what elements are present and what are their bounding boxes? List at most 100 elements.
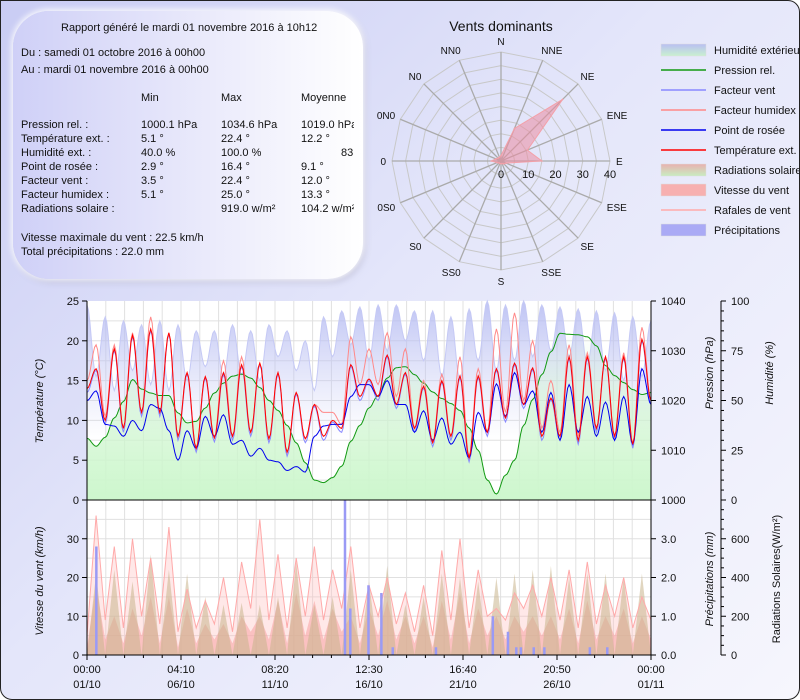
radiation-axis-tick-label: 200 [731,611,749,623]
pressure-axis-tick-label: 1010 [661,445,685,457]
precipitation-axis-tick-label: 2.0 [661,573,676,585]
precipitation-bar [519,647,523,655]
precipitation-bar [367,585,370,655]
wind-rose-direction-label: S [498,277,505,288]
legend-label: Radiations solaires [714,165,800,177]
radiation-axis-tick-label: 400 [731,573,749,585]
wind-rose-title: Vents dominants [449,18,553,34]
wind-rose-radial-tick: 20 [549,169,561,181]
stat-max: 16.4 ° [221,161,250,173]
time-tick-label-date: 01/10 [73,679,101,691]
wind-rose-spoke [458,60,502,162]
humidity-axis-tick-label: 75 [731,346,743,358]
pressure-axis-tick-label: 1040 [661,296,685,308]
legend-swatch-area [660,223,707,237]
wind-rose-radial-tick: 30 [577,169,589,181]
stat-label: Pression rel. : [21,119,89,131]
pressure-axis-tick-label: 1030 [661,346,685,358]
radiation-axis-tick-label: 600 [731,534,749,546]
stat-avg: 1019.0 hPa [301,119,354,131]
precipitation-bar [606,647,609,655]
wind-rose-point [500,154,502,157]
wind-rose-direction-label: 0 [380,157,386,168]
wind-rose-direction-label: NN0 [441,46,461,57]
wind-rose-point [503,163,505,165]
precipitation-bar [491,616,495,655]
legend-label: Humidité extérieure [714,45,800,57]
wind-rose-point [513,127,516,130]
wind-rose-point [561,98,564,101]
wind-rose-radial-tick: 10 [522,169,534,181]
wind-rose-direction-label: SE [581,242,595,253]
time-tick-label-date: 26/10 [543,679,571,691]
temperature-axis-tick-label: 5 [73,455,79,467]
precipitation-bar [506,631,510,655]
wind-rose-direction-label: NNE [541,46,562,57]
temperature-axis-title: Température (°C) [34,358,46,443]
stat-min: 40.0 % [141,147,176,159]
precipitation-axis-tick-label: 3.0 [661,534,676,546]
precipitation-bar [532,647,535,655]
time-tick-label-hour: 12:30 [355,664,383,676]
header-max: Max [221,92,242,104]
wind-rose-direction-label: SSE [541,268,561,279]
stat-label: Température ext. : [21,133,110,145]
wind-rose-radial-tick: 40 [604,169,616,181]
stat-avg: 83 [341,147,354,159]
wind-axis-tick-label: 10 [67,611,79,623]
wind-rose-point [541,160,543,162]
stat-min: 5.1 ° [141,189,164,201]
wind-rose-spoke [423,83,502,162]
wind-rose-point [498,156,501,159]
precipitation-bar [543,647,546,655]
wind-rose-direction-label: 0S0 [377,203,395,214]
wind-rose-spoke [500,160,602,204]
precipitation-axis-tick-label: 1.0 [661,611,676,623]
precipitation-bar [588,647,592,655]
wind-rose-point [490,160,492,162]
report-title: Rapport généré le mardi 01 novembre 2016… [61,22,318,34]
stat-label: Facteur vent : [21,175,89,187]
stat-min: 1000.1 hPa [141,119,198,131]
time-tick-label-hour: 20:50 [543,664,571,676]
wind-rose-direction-label: ENE [607,111,628,122]
radiation-axis-title: Radiations Solaires(W/m²) [771,515,783,643]
pressure-area [87,333,651,500]
precipitation-bar [343,500,347,655]
stat-avg: 9.1 ° [301,161,324,173]
temperature-line [86,326,652,460]
precipitation-bar [434,647,438,655]
stat-max: 1034.6 hPa [221,119,278,131]
humidity-line [86,299,652,393]
wind-rose-direction-label: 0N0 [377,111,396,122]
wind-rose-direction-label: ESE [607,203,627,214]
wind-rose-spoke [500,160,579,239]
temperature-axis-tick-label: 20 [67,336,79,348]
time-tick-label-hour: 04:10 [167,664,195,676]
wind-axis-title: Vitesse du vent (km/h) [34,526,46,636]
report-to: Au : mardi 01 novembre 2016 à 00h00 [21,64,209,76]
total-precipitation: Total précipitations : 22.0 mm [21,246,165,258]
wind-rose-direction-label: N [497,37,504,48]
stat-min: 3.5 ° [141,175,164,187]
wind-rose-point [498,162,500,164]
time-tick-label-date: 11/10 [262,679,289,691]
legend-label: Précipitations [714,225,781,237]
time-tick-label-date: 06/10 [167,679,195,691]
time-tick-label-hour: 00:00 [73,664,101,676]
wind-rose-spoke [400,160,502,204]
legend-label: Point de rosée [714,125,785,137]
wind-rose-point [497,157,499,159]
stat-max: 100.0 % [221,147,262,159]
wind-rose-spoke [458,160,502,262]
pressure-axis-tick-label: 1000 [661,495,685,507]
humidity-axis-title: Humidité (%) [764,341,776,405]
stat-avg: 13.3 ° [301,189,330,201]
legend-swatch-area [660,183,707,197]
stat-max: 22.4 ° [221,133,250,145]
wind-rose-spoke [423,160,502,239]
precipitation-bar [380,593,383,655]
legend-label: Pression rel. [714,65,775,77]
precipitation-axis-tick-label: 0.0 [661,650,676,662]
legend-swatch-area [660,163,707,177]
